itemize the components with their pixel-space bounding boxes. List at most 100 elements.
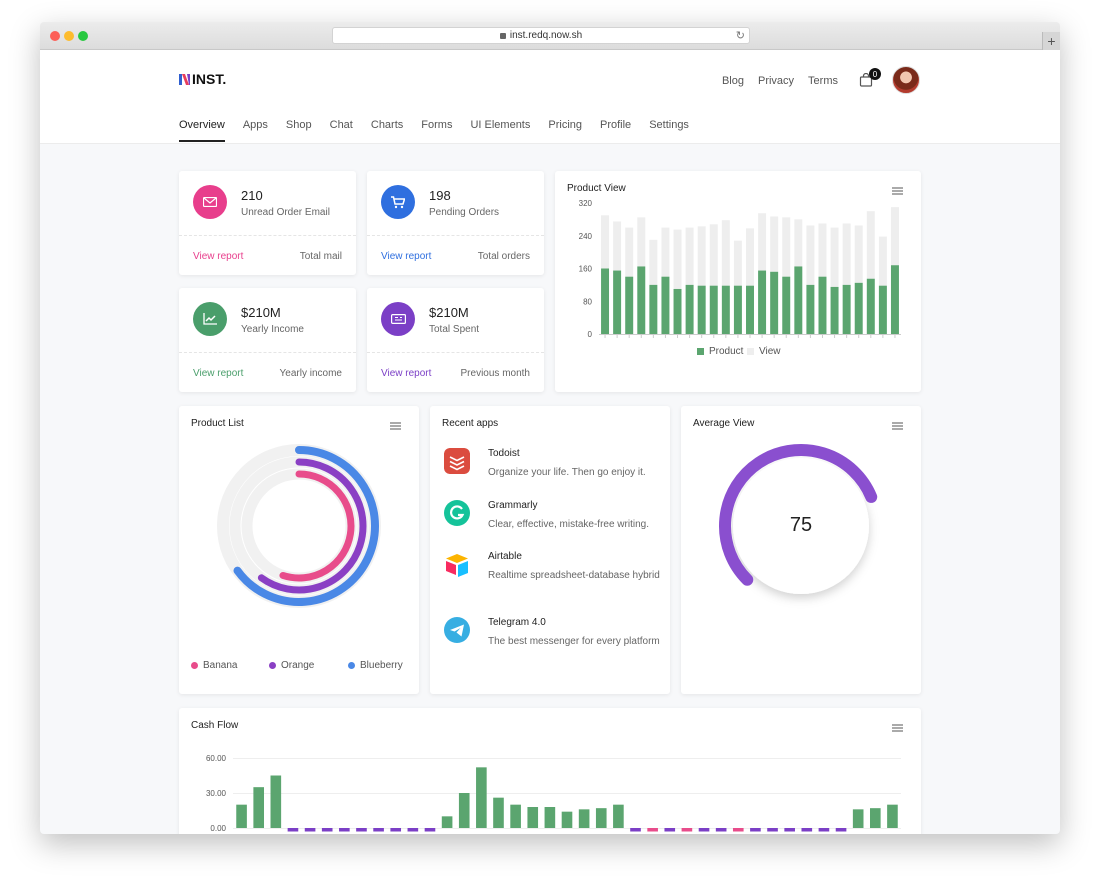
nav-chat[interactable]: Chat xyxy=(329,119,353,131)
nav-profile[interactable]: Profile xyxy=(600,119,632,131)
cash-flow-bar xyxy=(373,828,384,832)
nav-overview[interactable]: Overview xyxy=(179,119,225,142)
app-name: Telegram 4.0 xyxy=(488,617,546,628)
lock-icon xyxy=(499,32,506,39)
cash-flow-bar xyxy=(613,804,624,828)
legend-swatch xyxy=(747,348,754,355)
privacy-link[interactable]: Privacy xyxy=(757,75,795,87)
cash-flow-bar xyxy=(887,804,898,828)
menu-icon[interactable] xyxy=(892,724,903,732)
todoist-icon xyxy=(444,448,470,474)
y-tick-label: 0 xyxy=(588,330,593,339)
product-view-chart: 320 240 160 80 0 xyxy=(579,199,901,339)
view-report-link[interactable]: View report xyxy=(381,368,432,379)
nav-pricing[interactable]: Pricing xyxy=(548,119,582,131)
cash-flow-bar xyxy=(801,828,813,832)
nav-forms[interactable]: Forms xyxy=(421,119,453,131)
view-bar xyxy=(806,225,815,285)
cash-flow-bar xyxy=(304,828,316,832)
cash-flow-bar xyxy=(698,828,710,832)
app-desc: Clear, effective, mistake-free writing. xyxy=(488,519,649,530)
blog-link[interactable]: Blog xyxy=(721,75,744,87)
legend-orange: Orange xyxy=(269,660,314,671)
cash-flow-bar xyxy=(356,828,367,832)
legend-swatch xyxy=(697,348,704,355)
product-bar xyxy=(601,268,610,334)
product-bar xyxy=(818,276,827,334)
nav-shop[interactable]: Shop xyxy=(285,119,312,131)
card-title: Average View xyxy=(693,418,755,429)
nav-settings[interactable]: Settings xyxy=(649,119,689,131)
nav-ui-elements[interactable]: UI Elements xyxy=(470,119,531,131)
stat-value: 198 xyxy=(429,188,451,203)
cash-flow-bar xyxy=(493,797,504,828)
view-bar xyxy=(890,207,899,266)
shopping-bag-icon xyxy=(859,72,873,87)
stat-card-income: $210M Yearly Income View report Yearly i… xyxy=(179,288,356,392)
cash-flow-bar xyxy=(270,775,282,828)
product-bar xyxy=(842,284,851,334)
cash-flow-bar xyxy=(476,767,487,828)
product-bar xyxy=(794,266,803,334)
view-report-link[interactable]: View report xyxy=(381,251,432,262)
maximize-window-button[interactable] xyxy=(78,31,88,41)
menu-icon[interactable] xyxy=(390,422,401,430)
app-header: INST. Blog Privacy Terms 0 Overview Apps… xyxy=(40,50,1060,144)
legend-label: Orange xyxy=(281,660,315,671)
gauge-center xyxy=(733,458,869,594)
legend-swatch xyxy=(269,662,276,669)
reload-icon[interactable]: ↻ xyxy=(735,30,745,42)
view-bar xyxy=(685,227,694,285)
y-tick-label: 320 xyxy=(579,199,593,208)
menu-icon[interactable] xyxy=(892,422,903,430)
cash-flow-bar xyxy=(253,787,265,828)
y-tick-label: 0.00 xyxy=(210,824,226,833)
cash-flow-bar xyxy=(647,828,658,832)
y-tick-label: 160 xyxy=(579,265,593,274)
cart-button[interactable]: 0 xyxy=(859,68,881,87)
cash-flow-bar xyxy=(835,828,847,832)
cash-flow-bar xyxy=(578,809,590,828)
blueberry-radial-bar xyxy=(233,446,379,606)
user-avatar[interactable] xyxy=(892,66,920,94)
stat-label: Yearly Income xyxy=(241,324,304,335)
main-nav: Overview Apps Shop Chat Charts Forms UI … xyxy=(179,119,689,142)
product-list-chart xyxy=(217,444,381,608)
logo[interactable]: INST. xyxy=(179,71,226,87)
stat-note: Total orders xyxy=(477,251,530,262)
view-bar xyxy=(649,239,658,285)
view-report-link[interactable]: View report xyxy=(193,251,244,262)
product-bar xyxy=(685,284,694,334)
cash-flow-bar xyxy=(390,828,402,832)
product-bar xyxy=(697,285,706,334)
gauge-value: 75 xyxy=(789,514,813,536)
view-bar xyxy=(637,217,646,267)
view-bar xyxy=(697,226,706,286)
cash-flow-chart: 60.00 30.00 0.00 xyxy=(206,754,901,833)
terms-link[interactable]: Terms xyxy=(808,75,838,87)
menu-icon[interactable] xyxy=(892,187,903,195)
nav-charts[interactable]: Charts xyxy=(370,119,404,131)
cash-flow-bar xyxy=(287,828,299,832)
legend-label: Blueberry xyxy=(360,660,403,671)
stat-note: Previous month xyxy=(460,368,530,379)
product-view-card: Product View 320 240 160 80 0 Product View xyxy=(555,171,921,392)
minimize-window-button[interactable] xyxy=(64,31,74,41)
card-title: Product View xyxy=(567,183,626,194)
close-window-button[interactable] xyxy=(50,31,60,41)
ticket-icon xyxy=(381,302,415,336)
new-tab-button[interactable]: + xyxy=(1042,32,1060,50)
cart-count-badge: 0 xyxy=(869,68,881,80)
cash-flow-bar xyxy=(852,809,864,828)
view-report-link[interactable]: View report xyxy=(193,368,244,379)
stat-label: Unread Order Email xyxy=(241,207,330,218)
legend-view: View xyxy=(747,346,781,357)
nav-apps[interactable]: Apps xyxy=(242,119,268,131)
view-bar xyxy=(709,224,718,286)
app-desc: Realtime spreadsheet-database hybrid xyxy=(488,570,660,581)
product-bar xyxy=(758,270,767,334)
logo-text: INST. xyxy=(192,71,227,87)
stat-note: Yearly income xyxy=(279,368,342,379)
address-bar[interactable]: inst.redq.now.sh ↻ xyxy=(332,27,750,44)
legend-swatch xyxy=(348,662,355,669)
